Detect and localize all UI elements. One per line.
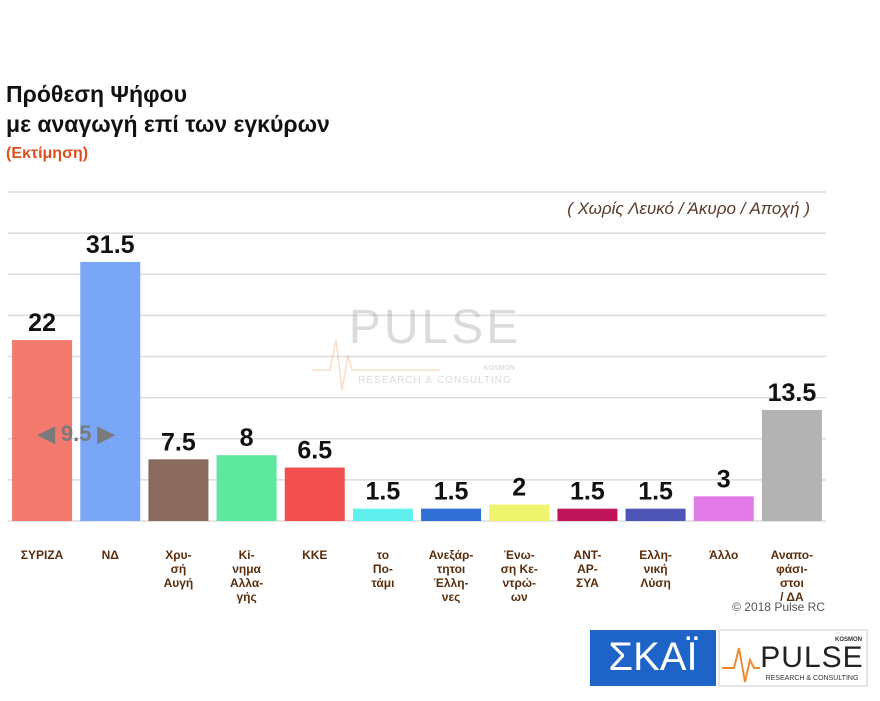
x-tick-label: Άλλο — [709, 548, 739, 562]
x-tick-label: Ελλη- νική Λύση — [639, 548, 672, 590]
x-tick-label: ΚΚΕ — [302, 548, 328, 562]
bar — [148, 459, 209, 521]
bar — [421, 508, 482, 521]
logo-pollster-sub: KOSMON — [835, 637, 862, 643]
x-tick-label: Κί- νημα Αλλα- γής — [229, 548, 264, 604]
bar — [761, 409, 822, 521]
logo-pollster-text: PULSE — [760, 641, 863, 674]
logo-channel-text: ΣΚΑΪ — [608, 635, 698, 679]
note: ( Χωρίς Λευκό / Άκυρο / Αποχή ) — [567, 199, 810, 218]
title-line: Πρόθεση Ψήφου — [6, 81, 187, 107]
value-label: 8 — [240, 424, 254, 452]
watermark-name: PULSE — [349, 301, 521, 354]
bar — [80, 261, 141, 521]
x-tick-label: ΝΔ — [101, 548, 119, 562]
value-label: 13.5 — [768, 379, 817, 407]
bar — [216, 455, 277, 521]
value-label: 1.5 — [366, 478, 401, 506]
watermark-sub: KOSMON — [484, 365, 516, 372]
value-label: 2 — [512, 474, 526, 502]
x-tick-label: ΑΝΤ- ΑΡ- ΣΥΑ — [573, 548, 602, 590]
logo-pollster-tagline: RESEARCH & CONSULTING — [766, 675, 859, 682]
credit: © 2018 Pulse RC — [732, 600, 825, 614]
x-tick-label: ΣΥΡΙΖΑ — [20, 548, 64, 562]
bar — [284, 467, 345, 521]
value-label: 1.5 — [570, 478, 605, 506]
value-label: 31.5 — [86, 231, 135, 259]
bar — [489, 504, 550, 521]
x-tick-label: Χρυ- σή Αυγή — [163, 548, 194, 590]
logo-channel: ΣΚΑΪ — [590, 630, 716, 686]
value-label: 3 — [717, 465, 731, 493]
value-label: 1.5 — [434, 478, 469, 506]
watermark: PULSE RESEARCH & CONSULTING KOSMON — [312, 301, 521, 391]
logo-pollster: PULSE RESEARCH & CONSULTING KOSMON — [718, 629, 868, 687]
watermark-tagline: RESEARCH & CONSULTING — [358, 375, 512, 386]
value-label: 7.5 — [161, 428, 196, 456]
bar — [557, 508, 618, 521]
value-label: 22 — [28, 309, 56, 337]
bar — [352, 508, 413, 521]
x-tick-label: Ένω- ση Κε- ντρώ- ων — [500, 548, 538, 604]
bar — [625, 508, 686, 521]
x-tick-label: Αναπο- φάσι- στοι / ΔΑ — [770, 548, 814, 604]
value-label: 1.5 — [638, 478, 673, 506]
bar — [12, 340, 73, 521]
x-tick-label: Ανεξάρ- τητοι Έλλη- νες — [428, 548, 474, 604]
bar — [693, 496, 754, 521]
subtitle: (Εκτίμηση) — [6, 145, 88, 162]
title-line: με αναγωγή επί των εγκύρων — [6, 111, 330, 137]
value-label: 6.5 — [297, 437, 332, 465]
annotation: ◀ 9.5 ▶ — [37, 421, 116, 446]
x-tick-label: το Πο- τάμι — [371, 548, 395, 590]
